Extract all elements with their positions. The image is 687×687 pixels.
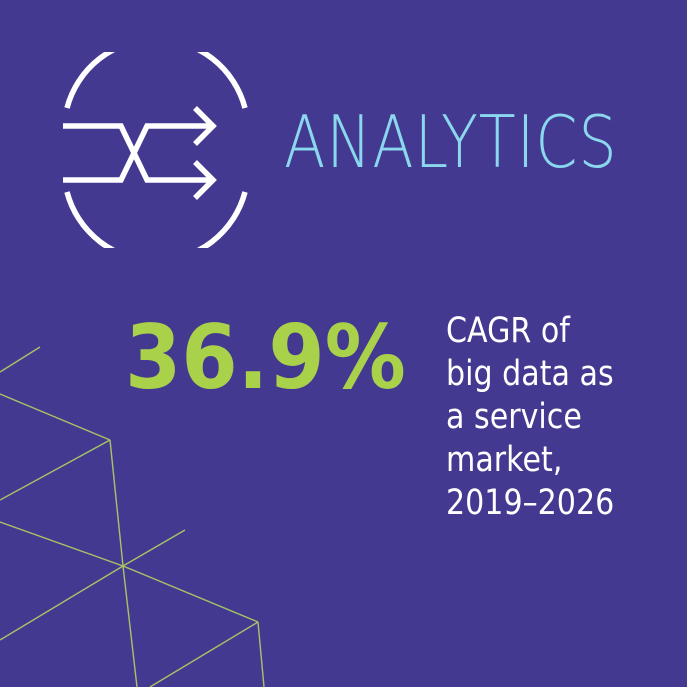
stat-description-line: a service [446,397,582,437]
stat-description-line: CAGR of [446,311,570,351]
section-title: ANALYTICS [284,100,618,184]
stat-description: CAGR of big data as a service market, 20… [446,310,681,525]
stat-description-line: 2019–2026 [446,483,615,523]
stat-description-line: big data as [446,354,614,394]
stat-description-line: market, [446,440,563,480]
stat-value: 36.9% [125,306,406,409]
merging-arrows-circle-icon [63,52,248,248]
